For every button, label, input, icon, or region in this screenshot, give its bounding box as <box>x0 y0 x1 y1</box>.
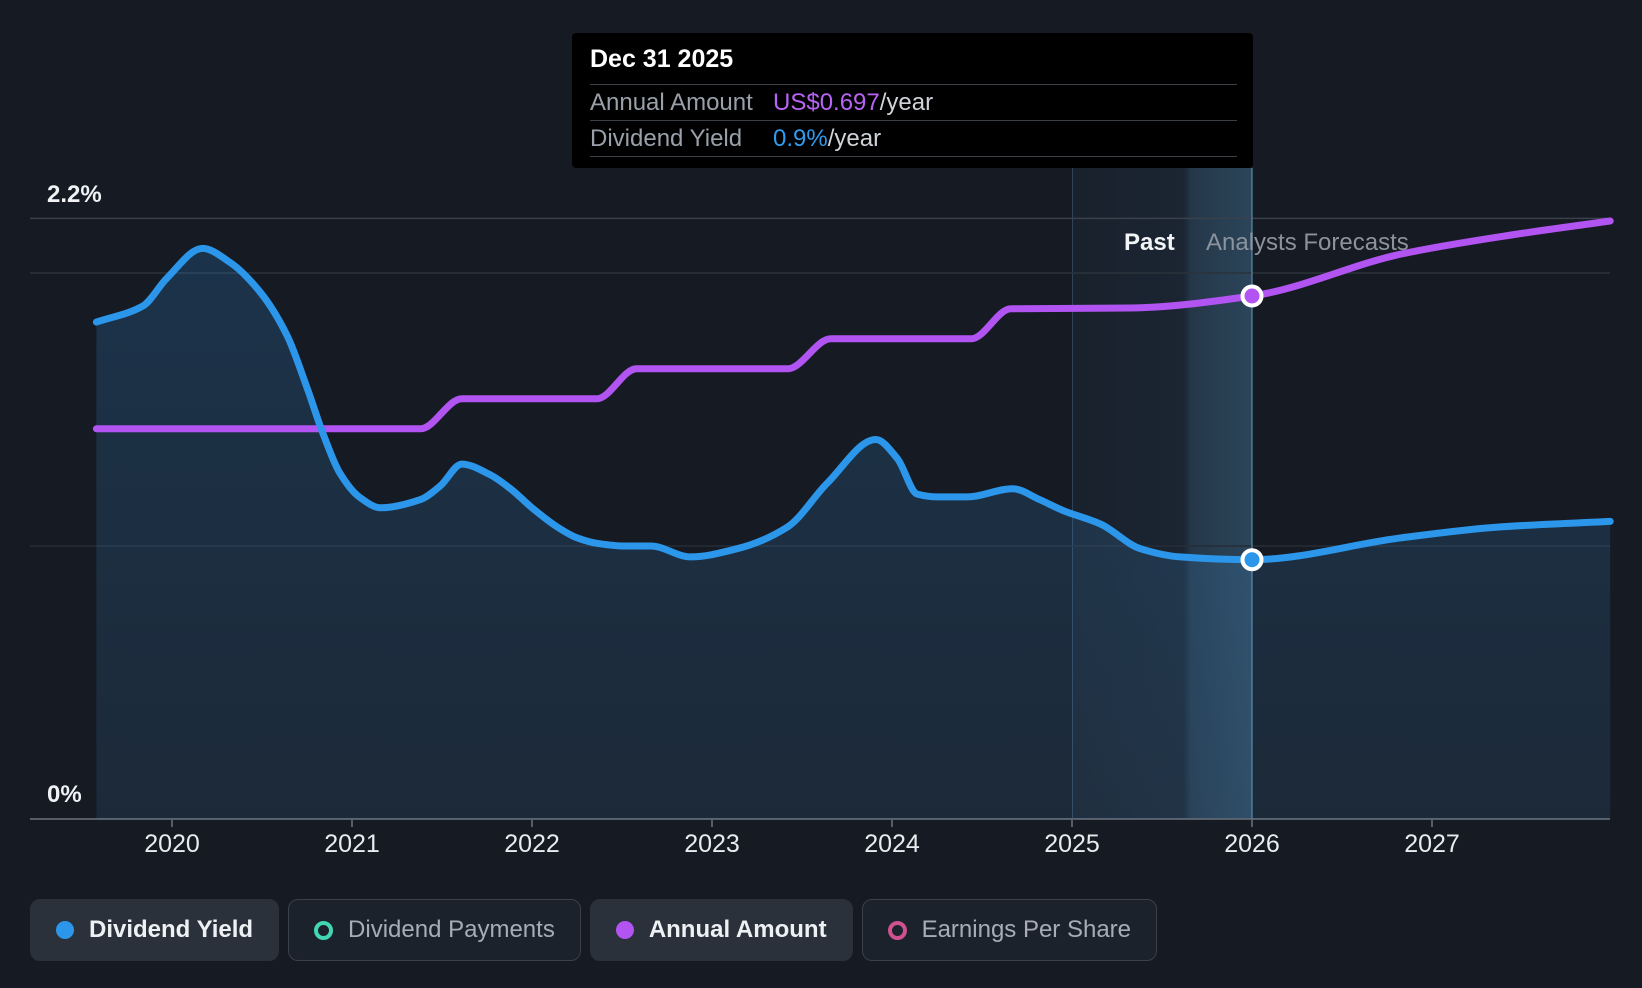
tooltip-row-dividend-yield: Dividend Yield 0.9% /year <box>590 120 1237 156</box>
x-tick-label: 2025 <box>1044 830 1100 858</box>
x-tick-label: 2024 <box>864 830 920 858</box>
tooltip-rows: Annual Amount US$0.697 /year Dividend Yi… <box>590 84 1237 157</box>
tooltip-value-dividend-yield: 0.9% <box>773 124 828 152</box>
legend-chip-dividend-payments[interactable]: Dividend Payments <box>288 899 581 961</box>
tooltip-value-suffix: /year <box>827 124 882 152</box>
legend-chip-dividend-yield[interactable]: Dividend Yield <box>30 899 280 961</box>
legend-label: Dividend Payments <box>348 916 555 943</box>
dividend-yield-area <box>96 248 1611 819</box>
x-tick-label: 2026 <box>1224 830 1280 858</box>
annual-amount-line <box>92 217 1614 433</box>
dividend-yield-dot-icon <box>56 921 74 939</box>
x-tick-label: 2023 <box>684 830 740 858</box>
legend-chip-annual-amount[interactable]: Annual Amount <box>589 899 853 961</box>
tooltip-date: Dec 31 2025 <box>590 45 734 73</box>
x-tick-label: 2020 <box>144 830 200 858</box>
tooltip-label: Annual Amount <box>590 88 753 116</box>
chart-legend: Dividend Yield Dividend Payments Annual … <box>30 899 1158 961</box>
tooltip-value-annual-amount: US$0.697 <box>773 88 880 116</box>
x-tick-label: 2021 <box>324 830 380 858</box>
legend-label: Annual Amount <box>648 916 827 943</box>
earnings-per-share-ring-icon <box>887 920 907 940</box>
past-region-label: Past <box>1124 229 1175 256</box>
y-axis-top-label: 2.2% <box>47 181 102 208</box>
x-tick-label: 2022 <box>504 830 560 858</box>
legend-label: Dividend Yield <box>89 916 254 943</box>
legend-chip-earnings-per-share[interactable]: Earnings Per Share <box>861 899 1158 961</box>
chart-tooltip: Dec 31 2025 Annual Amount US$0.697 /year… <box>572 33 1253 168</box>
marker-dot-annual-amount <box>1240 284 1264 308</box>
x-tick-label: 2027 <box>1404 830 1460 858</box>
annual-amount-dot-icon <box>615 921 634 939</box>
dividend-payments-ring-icon <box>314 920 334 940</box>
forecast-region-label: Analysts Forecasts <box>1206 229 1409 256</box>
tooltip-row-annual-amount: Annual Amount US$0.697 /year <box>590 84 1237 120</box>
tooltip-label: Dividend Yield <box>590 124 743 152</box>
y-axis-zero-label: 0% <box>47 781 82 808</box>
legend-label: Earnings Per Share <box>921 916 1132 943</box>
dividend-yield-line <box>92 244 1614 564</box>
marker-dot-dividend-yield <box>1240 548 1264 572</box>
tooltip-value-suffix: /year <box>879 88 934 116</box>
